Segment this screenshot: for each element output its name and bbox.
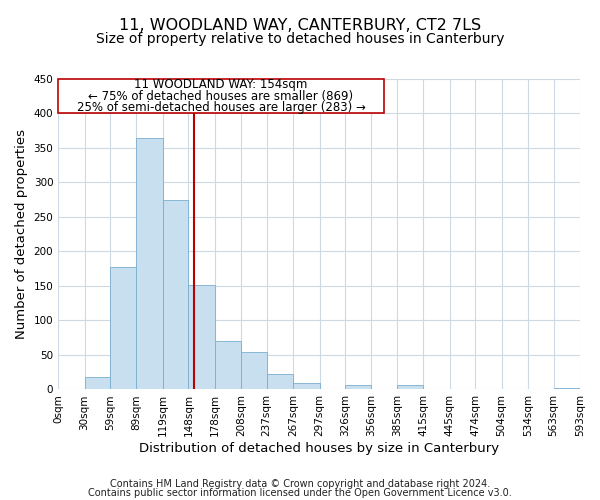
- Bar: [110, 266, 136, 390]
- Bar: [267, 374, 293, 390]
- Text: 11, WOODLAND WAY, CANTERBURY, CT2 7LS: 11, WOODLAND WAY, CANTERBURY, CT2 7LS: [119, 18, 481, 32]
- Text: 11 WOODLAND WAY: 154sqm: 11 WOODLAND WAY: 154sqm: [134, 78, 308, 91]
- Y-axis label: Number of detached properties: Number of detached properties: [15, 129, 28, 339]
- Bar: [293, 382, 320, 390]
- Text: Contains HM Land Registry data © Crown copyright and database right 2024.: Contains HM Land Registry data © Crown c…: [110, 479, 490, 489]
- Bar: [345, 386, 371, 390]
- Text: Size of property relative to detached houses in Canterbury: Size of property relative to detached ho…: [96, 32, 504, 46]
- Bar: [554, 388, 580, 390]
- Bar: [85, 377, 110, 390]
- Bar: [58, 79, 384, 114]
- Text: Contains public sector information licensed under the Open Government Licence v3: Contains public sector information licen…: [88, 488, 512, 498]
- Bar: [397, 386, 424, 390]
- Text: 25% of semi-detached houses are larger (283) →: 25% of semi-detached houses are larger (…: [77, 101, 365, 114]
- X-axis label: Distribution of detached houses by size in Canterbury: Distribution of detached houses by size …: [139, 442, 499, 455]
- Bar: [188, 284, 215, 390]
- Bar: [215, 341, 241, 390]
- Bar: [163, 200, 188, 390]
- Text: ← 75% of detached houses are smaller (869): ← 75% of detached houses are smaller (86…: [88, 90, 353, 102]
- Bar: [136, 138, 163, 390]
- Bar: [241, 352, 267, 390]
